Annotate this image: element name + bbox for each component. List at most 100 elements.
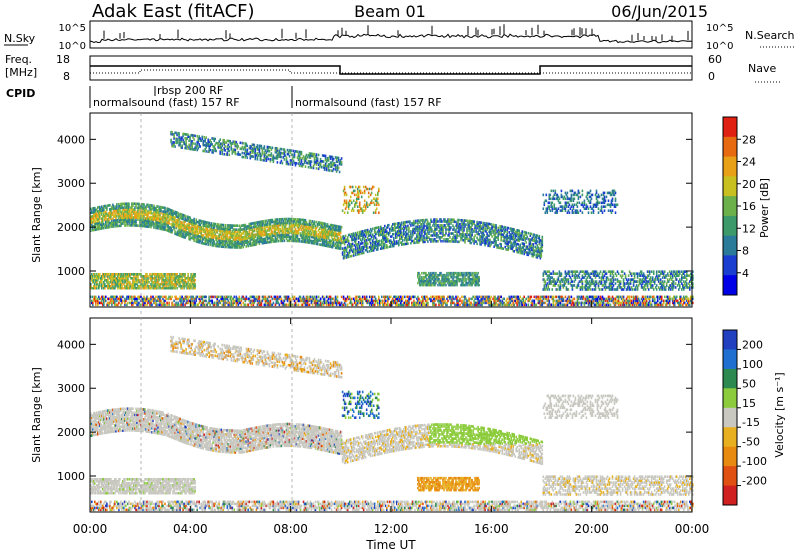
data-cell (91, 273, 93, 276)
data-cell (109, 280, 111, 284)
data-cell (145, 297, 147, 301)
data-cell (300, 151, 303, 154)
data-cell (113, 215, 115, 218)
data-cell (115, 282, 117, 286)
data-cell (111, 299, 113, 303)
data-cell (99, 215, 101, 219)
data-cell (144, 282, 146, 286)
data-cell (128, 214, 130, 217)
data-cell (96, 228, 98, 231)
data-cell (150, 303, 152, 307)
data-cell (95, 224, 97, 227)
data-cell (144, 286, 146, 290)
data-cell (92, 279, 94, 282)
data-cell (115, 207, 117, 210)
data-cell (213, 301, 215, 305)
data-cell (135, 297, 137, 301)
data-cell (117, 220, 119, 224)
data-cell (130, 216, 132, 219)
data-cell (128, 216, 130, 219)
data-cell (134, 212, 136, 215)
data-cell (125, 273, 127, 276)
data-cell (123, 273, 125, 276)
data-cell (114, 209, 116, 212)
data-cell (91, 211, 93, 214)
data-cell (276, 147, 279, 150)
data-cell (154, 279, 156, 282)
data-cell (119, 208, 121, 212)
data-cell (110, 209, 112, 213)
data-cell (131, 277, 133, 280)
data-cell (129, 214, 131, 217)
data-cell (132, 202, 134, 205)
data-cell (134, 286, 136, 290)
data-cell (123, 218, 125, 221)
data-cell (121, 218, 123, 222)
data-cell (99, 205, 101, 209)
data-cell (106, 214, 108, 217)
data-cell (129, 224, 131, 227)
data-cell (132, 282, 134, 286)
data-cell (156, 299, 158, 303)
data-cell (99, 227, 101, 231)
data-cell (103, 214, 105, 218)
data-cell (341, 251, 344, 254)
nsky-tick-high: 10^5 (59, 23, 86, 34)
cpid-panel: CPID rbsp 200 RF normalsound (fast) 157 … (6, 84, 442, 109)
data-cell (147, 221, 149, 224)
data-cell (153, 210, 155, 214)
nsky-spikes (103, 24, 689, 41)
data-cell (90, 229, 92, 232)
data-cell (148, 211, 150, 215)
data-cell (98, 295, 100, 299)
data-cell (127, 212, 129, 215)
data-cell (358, 185, 361, 189)
data-cell (96, 282, 98, 286)
data-cell (101, 217, 103, 220)
data-cell (112, 279, 114, 282)
data-cell (138, 202, 140, 206)
data-cell (127, 301, 129, 305)
data-cell (314, 224, 317, 228)
data-cell (153, 212, 155, 216)
data-cell (150, 204, 152, 207)
data-cell (103, 295, 105, 299)
data-cell (155, 216, 157, 220)
data-cell (125, 220, 127, 223)
data-cell (146, 297, 148, 301)
data-cell (121, 273, 123, 276)
data-cell (94, 212, 96, 216)
data-cell (98, 221, 100, 225)
data-cell (144, 280, 146, 284)
data-cell (141, 275, 143, 278)
data-cell (140, 212, 142, 216)
data-cell (119, 282, 121, 286)
data-cell (345, 248, 348, 251)
data-cell (90, 284, 92, 288)
data-cell (112, 211, 114, 215)
data-cell (144, 275, 146, 278)
data-cell (126, 214, 128, 217)
data-cell (117, 279, 119, 282)
data-cell (247, 303, 250, 307)
data-cell (121, 275, 123, 278)
data-cell (101, 301, 103, 305)
data-cell (125, 214, 127, 217)
data-cell (151, 208, 153, 211)
data-cell (143, 205, 145, 208)
data-cell (207, 138, 209, 142)
data-cell (131, 297, 133, 301)
data-cell (111, 286, 113, 290)
data-cell (236, 224, 239, 227)
data-cell (119, 216, 121, 220)
data-cell (113, 209, 115, 212)
data-cell (380, 299, 382, 303)
data-cell (106, 275, 108, 278)
freq-label-2: [MHz] (5, 66, 37, 79)
data-cell (135, 286, 137, 290)
data-cell (123, 282, 125, 286)
data-cell (114, 286, 116, 290)
data-cell (146, 215, 148, 218)
data-cell (258, 295, 261, 299)
data-cell (111, 221, 113, 225)
